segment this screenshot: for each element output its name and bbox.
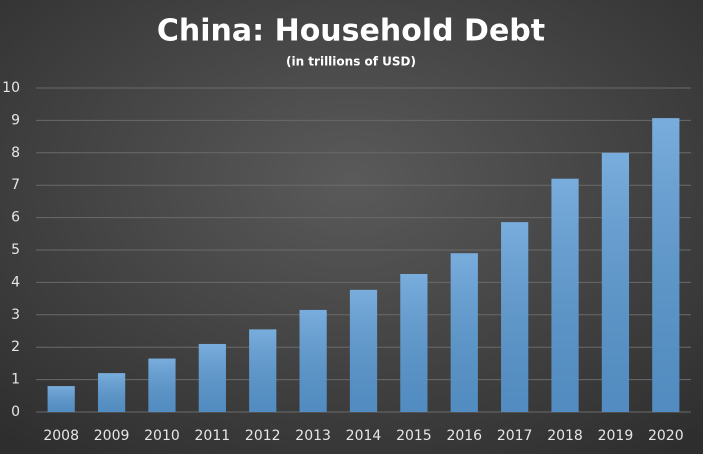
y-tick-label: 2 bbox=[11, 339, 20, 355]
bar-shade bbox=[299, 309, 327, 412]
bar-shade bbox=[349, 289, 378, 412]
bar-shade bbox=[652, 118, 680, 412]
y-tick-label: 10 bbox=[2, 80, 20, 96]
bar-shade bbox=[249, 329, 277, 412]
y-tick-label: 7 bbox=[11, 177, 20, 193]
x-tick-label: 2013 bbox=[295, 428, 331, 444]
x-tick-label: 2009 bbox=[94, 428, 130, 444]
y-tick-label: 9 bbox=[11, 112, 20, 128]
chart-title: China: Household Debt bbox=[157, 14, 545, 49]
bar-shade bbox=[400, 273, 428, 412]
y-tick-label: 1 bbox=[11, 372, 20, 388]
bar-shade bbox=[198, 343, 226, 412]
bar-shade bbox=[450, 253, 478, 412]
y-tick-label: 0 bbox=[11, 404, 20, 420]
y-tick-label: 6 bbox=[11, 210, 20, 226]
x-tick-label: 2014 bbox=[346, 428, 382, 444]
x-tick-label: 2015 bbox=[396, 428, 432, 444]
x-tick-label: 2020 bbox=[648, 428, 684, 444]
bar-shade bbox=[551, 178, 579, 412]
x-tick-label: 2008 bbox=[43, 428, 79, 444]
x-tick-label: 2011 bbox=[195, 428, 231, 444]
x-tick-label: 2019 bbox=[598, 428, 634, 444]
y-tick-label: 4 bbox=[11, 274, 20, 290]
bar-shade bbox=[601, 152, 630, 413]
chart-subtitle: (in trillions of USD) bbox=[286, 55, 416, 69]
y-tick-label: 5 bbox=[11, 242, 20, 258]
x-tick-label: 2012 bbox=[245, 428, 281, 444]
x-tick-label: 2010 bbox=[144, 428, 180, 444]
y-tick-label: 3 bbox=[11, 307, 20, 323]
x-tick-label: 2016 bbox=[446, 428, 482, 444]
x-tick-label: 2018 bbox=[547, 428, 583, 444]
bar-shade bbox=[501, 222, 529, 412]
bar-shade bbox=[148, 358, 176, 412]
bar-shade bbox=[47, 386, 75, 412]
x-tick-label: 2017 bbox=[497, 428, 533, 444]
bar-shade bbox=[97, 373, 126, 412]
y-tick-label: 8 bbox=[11, 145, 20, 161]
